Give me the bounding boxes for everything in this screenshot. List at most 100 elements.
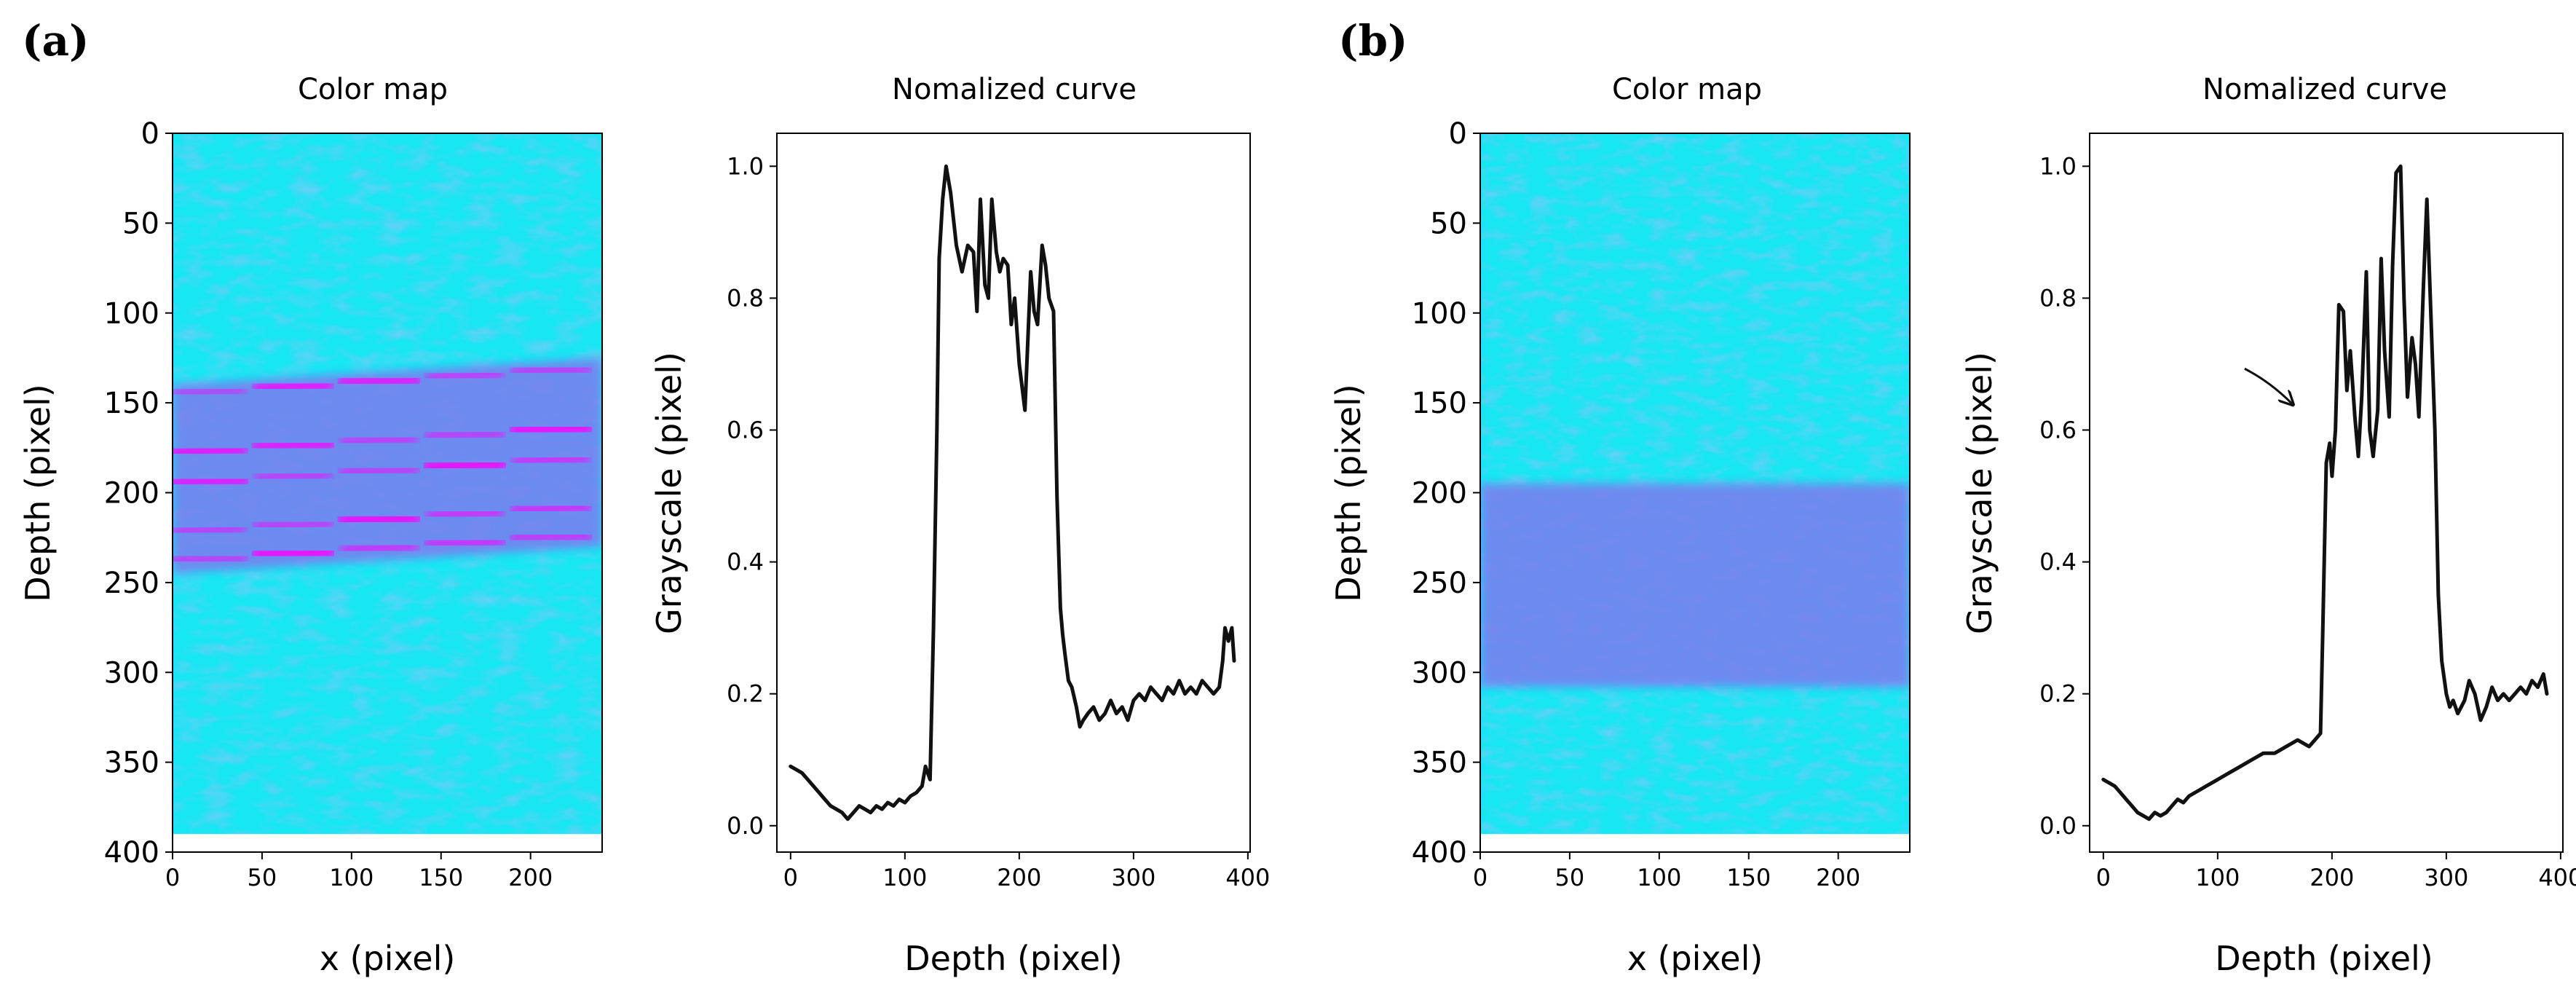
colormap-a-streak (173, 522, 247, 537)
colormap-a-streak (173, 549, 248, 568)
colormap-b-ytick-label: 150 (1412, 387, 1467, 420)
curve-plot-a-ytick-label: 0.2 (727, 680, 764, 708)
curve-plot-b-xtick-label: 0 (2096, 864, 2111, 891)
curve-plot-a-xtick-label: 200 (997, 864, 1041, 891)
colormap-a-ylabel: Depth (pixel) (18, 384, 58, 602)
curve-plot-b-xaxis: 0 100 200 300 400 (2096, 852, 2576, 891)
curve-plot-b-ytick-label: 0.6 (2039, 416, 2077, 444)
curve-plot-b: Nomalized curve 0 100 200 300 400 0.00.20.40… (1960, 73, 2576, 978)
colormap-a-xtick-label: 100 (329, 864, 374, 891)
colormap-a-streak (250, 435, 336, 457)
colormap-a-streak (425, 506, 505, 521)
colormap-a-ytick-label: 350 (104, 746, 159, 780)
colormap-a-yaxis: 0 50 100 150 200 250 300 350 400 (104, 117, 173, 870)
colormap-b-xtick-label: 100 (1637, 864, 1681, 891)
colormap-b-ytick-label: 400 (1412, 836, 1467, 870)
curve-plot-b-arrow (2244, 367, 2292, 403)
curve-plot-a-xtick-label: 400 (1225, 864, 1270, 891)
colormap-a-streak (507, 526, 594, 548)
colormap-a: Color map 0 50 100 150 200 0 50 100 150 200 250 30… (18, 73, 603, 978)
colormap-b: Color map 0 50 100 150 200 0 50 100 150 200 250 30… (1329, 73, 1911, 978)
colormap-b-ytick-label: 0 (1449, 117, 1467, 151)
curve-plot-b-xtick-label: 400 (2538, 864, 2576, 891)
colormap-a-ytick-label: 100 (104, 297, 159, 331)
curve-plot-a-xtick-label: 300 (1111, 864, 1155, 891)
curve-plot-b-line (2101, 164, 2549, 821)
curve-plot-a-xaxis: 0 100 200 300 400 (783, 852, 1270, 891)
curve-plot-b-ytick-label: 0.0 (2039, 812, 2077, 840)
curve-plot-a-xlabel: Depth (pixel) (904, 939, 1123, 978)
curve-plot-b-xlabel: Depth (pixel) (2215, 939, 2433, 978)
curve-plot-a-ytick-label: 0.0 (727, 812, 764, 840)
curve-plot-a-ytick-label: 0.8 (727, 284, 764, 312)
colormap-b-xtick-label: 200 (1816, 864, 1860, 891)
colormap-a-streak (425, 368, 505, 383)
colormap-a-ytick-label: 400 (104, 836, 159, 870)
curve-plot-b-ytick-label: 0.4 (2039, 548, 2077, 576)
curve-plot-a-ytick-label: 1.0 (727, 152, 764, 180)
colormap-a-streak (251, 516, 334, 534)
colormap-a-streak (251, 377, 334, 395)
colormap-a-ytick-label: 300 (104, 656, 159, 690)
curve-plot-b-ytick-label: 1.0 (2039, 152, 2077, 180)
colormap-a-streak (173, 384, 247, 399)
colormap-b-image (1480, 133, 1910, 835)
colormap-b-xlabel: x (pixel) (1627, 939, 1763, 978)
colormap-a-streak (336, 508, 422, 530)
curve-plot-a-xtick-label: 100 (882, 864, 927, 891)
curve-plot-a-xtick-label: 0 (783, 864, 798, 891)
colormap-a-xtick-label: 150 (419, 864, 463, 891)
colormap-b-yaxis: 0 50 100 150 200 250 300 350 400 (1412, 117, 1480, 870)
colormap-a-streak (509, 360, 592, 379)
curve-plot-b-title: Nomalized curve (2202, 73, 2447, 106)
curve-plot-a-yaxis: 0.0 0.2 0.4 0.6 0.8 1.0 (727, 152, 777, 840)
panel-label-a: (a) (22, 16, 89, 66)
colormap-a-streak (423, 533, 506, 552)
colormap-b-xtick-label: 50 (1555, 864, 1585, 891)
curve-plot-b-ytick-label: 0.8 (2039, 284, 2077, 312)
colormap-a-streak (509, 499, 592, 518)
colormap-b-pixels (1480, 133, 1910, 835)
colormap-a-streak (337, 462, 420, 480)
colormap-a-ytick-label: 150 (104, 387, 159, 420)
curve-plot-a: Nomalized curve 0 100 200 300 400 0.00.20.40… (649, 73, 1270, 978)
colormap-a-xtick-label: 50 (248, 864, 277, 891)
colormap-a-streak (250, 543, 336, 564)
colormap-a-streak (253, 468, 333, 484)
colormap-b-xtick-label: 0 (1473, 864, 1487, 891)
curve-plot-a-ylabel: Grayscale (pixel) (649, 352, 689, 634)
colormap-b-ytick-label: 200 (1412, 477, 1467, 511)
curve-plot-a-ytick-label: 0.6 (727, 416, 764, 444)
curve-plot-a-title: Nomalized curve (892, 73, 1137, 106)
curve-plot-b-xtick-label: 100 (2195, 864, 2240, 891)
curve-plot-b-yaxis: 0.0 0.2 0.4 0.6 0.8 1.0 (2039, 152, 2090, 840)
colormap-a-streak (173, 470, 250, 493)
colormap-a-image (173, 133, 602, 835)
curve-plot-b-annotation (2244, 367, 2292, 403)
colormap-a-ytick-label: 0 (141, 117, 159, 151)
curve-plot-b-series (2101, 164, 2549, 821)
colormap-a-streak (336, 370, 422, 392)
colormap-a-xaxis: 0 50 100 150 200 (165, 852, 553, 891)
colormap-b-ytick-label: 250 (1412, 567, 1467, 600)
colormap-b-xtick-label: 150 (1726, 864, 1771, 891)
colormap-a-xtick-label: 0 (165, 864, 180, 891)
curve-plot-b-ytick-label: 0.2 (2039, 680, 2077, 708)
colormap-a-title: Color map (298, 73, 448, 106)
colormap-a-pixels (173, 133, 602, 835)
colormap-a-streak (507, 418, 594, 441)
colormap-a-ytick-label: 200 (104, 477, 159, 511)
colormap-a-ytick-label: 50 (122, 207, 159, 240)
curve-plot-a-series (789, 164, 1236, 821)
colormap-a-streak (339, 433, 419, 448)
colormap-a-streak (422, 454, 508, 476)
colormap-b-ytick-label: 350 (1412, 746, 1467, 780)
colormap-b-ytick-label: 50 (1430, 207, 1467, 240)
colormap-a-ytick-label: 250 (104, 567, 159, 600)
colormap-b-ytick-label: 300 (1412, 656, 1467, 690)
colormap-b-ylabel: Depth (pixel) (1329, 384, 1368, 602)
colormap-b-title: Color map (1612, 73, 1762, 106)
panel-label-b: (b) (1338, 16, 1407, 66)
colormap-a-streak (339, 540, 419, 556)
